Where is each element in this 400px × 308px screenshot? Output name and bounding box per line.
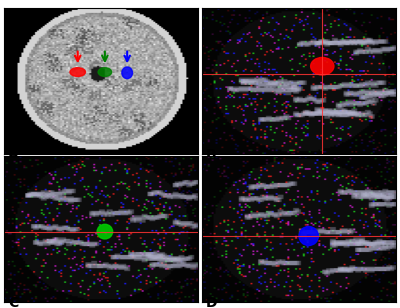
Ellipse shape — [299, 226, 318, 245]
Ellipse shape — [98, 68, 112, 76]
Ellipse shape — [311, 57, 334, 75]
Text: D: D — [206, 296, 217, 308]
Ellipse shape — [97, 224, 113, 239]
Ellipse shape — [122, 67, 132, 79]
Text: B: B — [206, 148, 216, 162]
Ellipse shape — [70, 68, 86, 76]
Text: A: A — [8, 148, 19, 162]
Text: C: C — [8, 296, 18, 308]
